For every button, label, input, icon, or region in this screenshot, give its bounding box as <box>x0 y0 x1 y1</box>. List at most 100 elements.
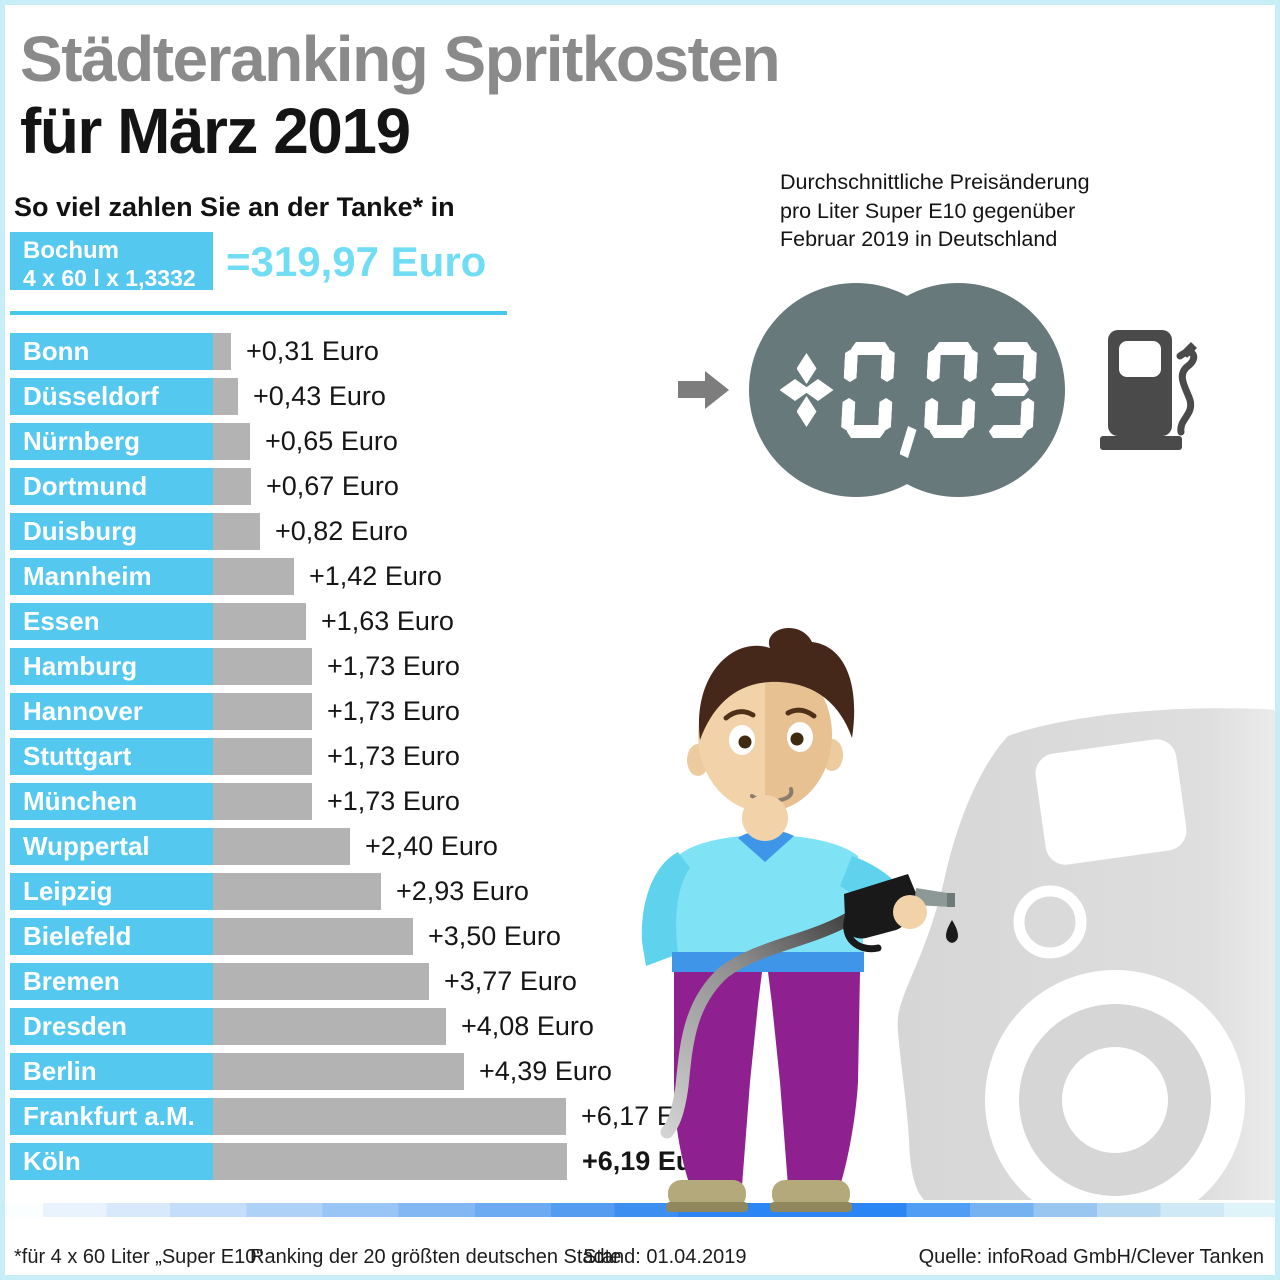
hair <box>699 627 855 740</box>
bar <box>213 603 306 640</box>
page-title-line1: Städteranking Spritkosten <box>20 23 781 95</box>
city-label: Hamburg <box>10 648 213 685</box>
separator-line <box>10 311 507 315</box>
baseline-city-box: Bochum 4 x 60 l x 1,3332 € <box>10 232 213 318</box>
value-label: +2,93 Euro <box>396 876 529 906</box>
page-title-line2: für März 2019 <box>20 95 411 167</box>
city-label: München <box>10 783 213 820</box>
collar <box>738 830 794 862</box>
wheel-hub <box>1062 1047 1168 1153</box>
bar <box>213 1053 464 1090</box>
bar <box>213 918 413 955</box>
value-label: +4,08 Euro <box>461 1011 594 1041</box>
bar-row: Dortmund +0,67 Euro <box>10 468 399 505</box>
bar-row: Duisburg +0,82 Euro <box>10 513 408 550</box>
baseline-city: Bochum <box>23 237 119 264</box>
baseline-total: =319,97 Euro <box>226 238 487 285</box>
value-label: +1,73 Euro <box>327 696 460 726</box>
footer-ranking: Ranking der 20 größten deutschen Städte <box>250 1246 622 1268</box>
city-label: Wuppertal <box>10 828 213 865</box>
value-label: +0,82 Euro <box>275 516 408 546</box>
thinking-hand <box>742 795 788 841</box>
value-label: +1,63 Euro <box>321 606 454 636</box>
value-label: +1,73 Euro <box>327 741 460 771</box>
bar <box>213 693 312 730</box>
man-illustration <box>641 627 958 1212</box>
fuel-cost-bar-chart: Bonn +0,31 Euro Düsseldorf +0,43 Euro Nü… <box>10 333 730 1183</box>
pants-right <box>768 972 860 1186</box>
shoe-left <box>668 1180 746 1208</box>
bar <box>213 828 350 865</box>
city-label: Hannover <box>10 693 213 730</box>
city-label: Stuttgart <box>10 738 213 775</box>
bar-row: Wuppertal +2,40 Euro <box>10 828 498 865</box>
price-change-description: Durchschnittliche Preisänderung pro Lite… <box>780 170 1090 252</box>
city-label: Köln <box>10 1143 213 1180</box>
fuel-cap <box>1013 885 1087 959</box>
bar <box>213 333 231 370</box>
bar-row: Essen +1,63 Euro <box>10 603 454 640</box>
bar <box>213 963 429 1000</box>
footer-stand: Stand: 01.04.2019 <box>583 1246 747 1268</box>
car-window <box>1035 739 1187 865</box>
bar <box>213 1098 566 1135</box>
fuel-pump-icon <box>1100 330 1198 450</box>
value-label: +4,39 Euro <box>479 1056 612 1086</box>
bar-row: München +1,73 Euro <box>10 783 460 820</box>
bar <box>213 558 294 595</box>
footer-note: *für 4 x 60 Liter „Super E10“ <box>14 1246 264 1268</box>
value-label: +0,67 Euro <box>266 471 399 501</box>
footer-source: Quelle: infoRoad GmbH/Clever Tanken <box>918 1246 1264 1268</box>
bar-row: Hamburg +1,73 Euro <box>10 648 460 685</box>
city-label: Bielefeld <box>10 918 213 955</box>
city-label: Bremen <box>10 963 213 1000</box>
value-label: +0,43 Euro <box>253 381 386 411</box>
bar <box>213 1143 567 1180</box>
bar-row: Leipzig +2,93 Euro <box>10 873 529 910</box>
car-illustration <box>897 708 1280 1230</box>
fuel-drop-icon <box>946 920 958 943</box>
bottom-gradient-bar <box>5 1203 1275 1217</box>
shoe-right <box>772 1180 850 1208</box>
bar <box>213 648 312 685</box>
bar-row: Stuttgart +1,73 Euro <box>10 738 460 775</box>
city-label: Nürnberg <box>10 423 213 460</box>
value-label: +1,73 Euro <box>327 786 460 816</box>
bar <box>213 738 312 775</box>
city-label: Bonn <box>10 333 213 370</box>
bar-row: Berlin +4,39 Euro <box>10 1053 612 1090</box>
arrow-right-icon <box>678 381 705 398</box>
bar-row: Nürnberg +0,65 Euro <box>10 423 398 460</box>
city-label: Dortmund <box>10 468 213 505</box>
bar <box>213 783 312 820</box>
nozzle-spout <box>914 888 954 907</box>
right-hand <box>893 895 927 929</box>
city-label: Düsseldorf <box>10 378 213 415</box>
city-label: Dresden <box>10 1008 213 1045</box>
city-label: Mannheim <box>10 558 213 595</box>
arrow-right-icon-head <box>705 371 729 409</box>
value-label: +3,77 Euro <box>444 966 577 996</box>
city-label: Duisburg <box>10 513 213 550</box>
city-label: Frankfurt a.M. <box>10 1098 213 1135</box>
bar-row: Bonn +0,31 Euro <box>10 333 379 370</box>
bar <box>213 423 250 460</box>
value-label: +0,65 Euro <box>265 426 398 456</box>
page-subtitle: So viel zahlen Sie an der Tanke* in <box>14 192 455 222</box>
value-label: +0,31 Euro <box>246 336 379 366</box>
bar <box>213 1008 446 1045</box>
bar-row: Frankfurt a.M. +6,17 Euro <box>10 1098 714 1135</box>
city-label: Berlin <box>10 1053 213 1090</box>
bar <box>213 468 251 505</box>
seven-segment-display <box>748 282 1066 498</box>
value-label: +3,50 Euro <box>428 921 561 951</box>
bar-row: Dresden +4,08 Euro <box>10 1008 594 1045</box>
bar-row: Mannheim +1,42 Euro <box>10 558 442 595</box>
value-label: +2,40 Euro <box>365 831 498 861</box>
city-label: Essen <box>10 603 213 640</box>
bar-row: Bremen +3,77 Euro <box>10 963 577 1000</box>
bar-row: Hannover +1,73 Euro <box>10 693 460 730</box>
bar <box>213 378 238 415</box>
bar-row: Bielefeld +3,50 Euro <box>10 918 561 955</box>
